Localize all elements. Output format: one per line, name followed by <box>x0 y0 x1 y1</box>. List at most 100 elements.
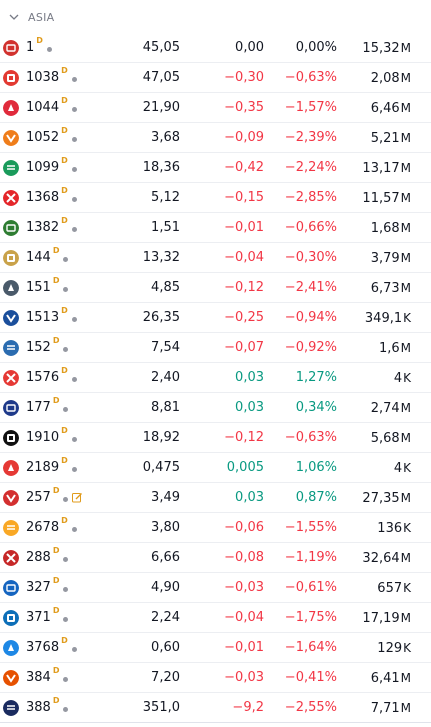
symbol-cell[interactable]: 1910 D <box>26 427 77 445</box>
table-row[interactable]: 1099 D 18,36 −0,42 −2,24% 13,17M <box>0 153 431 183</box>
table-row[interactable]: 384 D 7,20 −0,03 −0,41% 6,41M <box>0 663 431 693</box>
symbol-cell[interactable]: 2678 D <box>26 517 77 535</box>
symbol-cell[interactable]: 384 D <box>26 667 69 685</box>
qilu-expressway-logo-icon <box>3 370 19 386</box>
delayed-badge: D <box>52 246 60 255</box>
note-edit-icon[interactable] <box>72 492 83 503</box>
volume: 17,19M <box>362 611 411 626</box>
table-row[interactable]: 2189 D 0,475 0,005 1,06% 4K <box>0 453 431 483</box>
symbol-ticker: 1099 <box>26 160 60 175</box>
shenzhen-intl-logo-icon <box>3 340 19 356</box>
delayed-badge: D <box>61 126 68 135</box>
volume-value: 17,19 <box>362 611 400 626</box>
price-change-percent: −1,57% <box>284 100 337 115</box>
volume-value: 4 <box>393 371 403 386</box>
china-gas-logo-icon <box>3 670 19 686</box>
symbol-cell[interactable]: 1576 D <box>26 367 77 385</box>
volume-unit: M <box>400 341 411 355</box>
table-row[interactable]: 151 D 4,85 −0,12 −2,41% 6,73M <box>0 273 431 303</box>
kato-logo-icon <box>3 460 19 476</box>
symbol-cell[interactable]: 2189 D <box>26 457 77 475</box>
symbol-cell[interactable]: 177 D <box>26 397 69 415</box>
table-row[interactable]: 1044 D 21,90 −0,35 −1,57% 6,46M <box>0 93 431 123</box>
volume-unit: M <box>400 701 411 715</box>
symbol-cell[interactable]: 1044 D <box>26 97 77 115</box>
symbol-cell[interactable]: 3768 D <box>26 637 77 655</box>
table-row[interactable]: 144 D 13,32 −0,04 −0,30% 3,79M <box>0 243 431 273</box>
volume-value: 6,73 <box>370 281 400 296</box>
delayed-badge: D <box>61 96 68 105</box>
table-row[interactable]: 1382 D 1,51 −0,01 −0,66% 1,68M <box>0 213 431 243</box>
symbol-cell[interactable]: 1099 D <box>26 157 77 175</box>
price-change: −9,2 <box>232 700 264 715</box>
price-change-percent: −0,92% <box>284 340 337 355</box>
table-row[interactable]: 1576 D 2,40 0,03 1,27% 4K <box>0 363 431 393</box>
volume-value: 2,08 <box>370 71 400 86</box>
symbol-cell[interactable]: 327 D <box>26 577 69 595</box>
delayed-badge: D <box>52 486 60 495</box>
table-row[interactable]: 2678 D 3,80 −0,06 −1,55% 136K <box>0 513 431 543</box>
market-status-dot-icon <box>63 257 69 262</box>
symbol-cell[interactable]: 1038 D <box>26 67 77 85</box>
volume: 11,57M <box>362 191 411 206</box>
price-change-percent: −1,55% <box>284 520 337 535</box>
price-change: 0,03 <box>235 490 264 505</box>
symbol-cell[interactable]: 257 D <box>26 487 83 505</box>
symbol-cell[interactable]: 144 D <box>26 247 69 265</box>
volume-unit: M <box>400 161 411 175</box>
delayed-badge: D <box>52 696 60 705</box>
everbright-env-logo-icon <box>3 490 19 506</box>
market-status-dot-icon <box>63 287 69 292</box>
price-change: −0,03 <box>224 580 264 595</box>
table-row[interactable]: 1368 D 5,12 −0,15 −2,85% 11,57M <box>0 183 431 213</box>
symbol-ticker: 1 <box>26 40 35 55</box>
volume-unit: M <box>400 131 411 145</box>
market-status-dot-icon <box>63 707 69 712</box>
symbol-cell[interactable]: 151 D <box>26 277 69 295</box>
symbol-cell[interactable]: 1382 D <box>26 217 77 235</box>
symbol-cell[interactable]: 288 D <box>26 547 69 565</box>
symbol-cell[interactable]: 1052 D <box>26 127 77 145</box>
section-header-asia[interactable]: ASIA <box>0 0 431 34</box>
volume: 27,35M <box>362 491 411 506</box>
table-row[interactable]: 1513 D 26,35 −0,25 −0,94% 349,1K <box>0 303 431 333</box>
symbol-cell[interactable]: 388 D <box>26 697 69 715</box>
last-price: 45,05 <box>142 40 180 55</box>
volume-value: 32,64 <box>362 551 400 566</box>
price-change: −0,07 <box>224 340 264 355</box>
last-price: 26,35 <box>142 310 180 325</box>
table-row[interactable]: 177 D 8,81 0,03 0,34% 2,74M <box>0 393 431 423</box>
symbol-ticker: 2189 <box>26 460 60 475</box>
volume: 1,68M <box>371 221 411 236</box>
price-change: −0,01 <box>224 220 264 235</box>
price-change-percent: −2,41% <box>284 280 337 295</box>
table-row[interactable]: 1052 D 3,68 −0,09 −2,39% 5,21M <box>0 123 431 153</box>
symbol-ticker: 3768 <box>26 640 60 655</box>
table-row[interactable]: 152 D 7,54 −0,07 −0,92% 1,6M <box>0 333 431 363</box>
table-row[interactable]: 3768 D 0,60 −0,01 −1,64% 129K <box>0 633 431 663</box>
volume-value: 4 <box>393 461 403 476</box>
volume-value: 7,71 <box>370 701 400 716</box>
volume-value: 2,74 <box>370 401 400 416</box>
symbol-cell[interactable]: 1513 D <box>26 307 77 325</box>
table-row[interactable]: 1910 D 18,92 −0,12 −0,63% 5,68M <box>0 423 431 453</box>
symbol-cell[interactable]: 152 D <box>26 337 69 355</box>
symbol-cell[interactable]: 371 D <box>26 607 69 625</box>
table-row[interactable]: 327 D 4,90 −0,03 −0,61% 657K <box>0 573 431 603</box>
price-change-percent: −1,75% <box>284 610 337 625</box>
chevron-down-icon[interactable] <box>8 11 20 23</box>
price-change-percent: 1,27% <box>295 370 337 385</box>
volume-value: 1,6 <box>378 341 400 356</box>
table-row[interactable]: 257 D 3,49 0,03 0,87% 27,35M <box>0 483 431 513</box>
symbol-cell[interactable]: 1368 D <box>26 187 77 205</box>
delayed-badge: D <box>61 516 68 525</box>
price-change-percent: −2,55% <box>284 700 337 715</box>
table-row[interactable]: 388 D 351,0 −9,2 −2,55% 7,71M <box>0 693 431 723</box>
volume-value: 13,17 <box>362 161 400 176</box>
table-row[interactable]: 1038 D 47,05 −0,30 −0,63% 2,08M <box>0 63 431 93</box>
table-row[interactable]: 1 D 45,05 0,00 0,00% 15,32M <box>0 33 431 63</box>
table-row[interactable]: 288 D 6,66 −0,08 −1,19% 32,64M <box>0 543 431 573</box>
table-row[interactable]: 371 D 2,24 −0,04 −1,75% 17,19M <box>0 603 431 633</box>
delayed-badge: D <box>61 366 68 375</box>
